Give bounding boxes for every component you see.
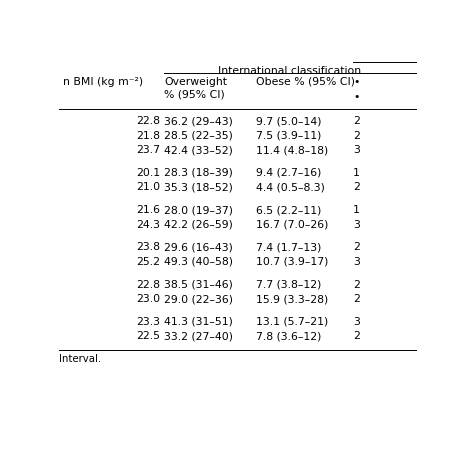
Text: 23.7: 23.7: [136, 145, 160, 155]
Text: 35.3 (18–52): 35.3 (18–52): [164, 182, 233, 192]
Text: 2: 2: [353, 182, 360, 192]
Text: 2: 2: [353, 331, 360, 341]
Text: 28.5 (22–35): 28.5 (22–35): [164, 131, 233, 141]
Text: Interval.: Interval.: [59, 355, 101, 365]
Text: 3: 3: [353, 219, 360, 230]
Text: 7.5 (3.9–11): 7.5 (3.9–11): [256, 131, 321, 141]
Text: International classification: International classification: [218, 66, 361, 76]
Text: 6.5 (2.2–11): 6.5 (2.2–11): [256, 205, 321, 215]
Text: 7.4 (1.7–13): 7.4 (1.7–13): [256, 242, 321, 252]
Text: 28.3 (18–39): 28.3 (18–39): [164, 168, 233, 178]
Text: 2: 2: [353, 294, 360, 304]
Text: 36.2 (29–43): 36.2 (29–43): [164, 116, 233, 126]
Text: 25.2: 25.2: [136, 257, 160, 267]
Text: 21.0: 21.0: [136, 182, 160, 192]
Text: 3: 3: [353, 145, 360, 155]
Text: 21.6: 21.6: [136, 205, 160, 215]
Text: 2: 2: [353, 242, 360, 252]
Text: Overweight
% (95% CI): Overweight % (95% CI): [164, 77, 227, 100]
Text: 2: 2: [353, 116, 360, 126]
Text: 22.5: 22.5: [136, 331, 160, 341]
Text: 38.5 (31–46): 38.5 (31–46): [164, 280, 233, 290]
Text: 42.4 (33–52): 42.4 (33–52): [164, 145, 233, 155]
Text: 13.1 (5.7–21): 13.1 (5.7–21): [256, 317, 328, 327]
Text: 42.2 (26–59): 42.2 (26–59): [164, 219, 233, 230]
Text: 10.7 (3.9–17): 10.7 (3.9–17): [256, 257, 328, 267]
Text: 23.0: 23.0: [136, 294, 160, 304]
Text: 29.0 (22–36): 29.0 (22–36): [164, 294, 233, 304]
Text: Obese % (95% CI): Obese % (95% CI): [256, 77, 355, 87]
Text: 20.1: 20.1: [136, 168, 160, 178]
Text: 2: 2: [353, 131, 360, 141]
Text: 28.0 (19–37): 28.0 (19–37): [164, 205, 233, 215]
Text: 29.6 (16–43): 29.6 (16–43): [164, 242, 233, 252]
Text: 1: 1: [353, 168, 360, 178]
Text: 22.8: 22.8: [136, 116, 160, 126]
Text: •: •: [353, 92, 359, 102]
Text: 1: 1: [353, 205, 360, 215]
Text: 23.8: 23.8: [136, 242, 160, 252]
Text: •: •: [353, 77, 359, 87]
Text: 33.2 (27–40): 33.2 (27–40): [164, 331, 233, 341]
Text: 16.7 (7.0–26): 16.7 (7.0–26): [256, 219, 328, 230]
Text: 24.3: 24.3: [136, 219, 160, 230]
Text: 9.7 (5.0–14): 9.7 (5.0–14): [256, 116, 321, 126]
Text: 41.3 (31–51): 41.3 (31–51): [164, 317, 233, 327]
Text: 49.3 (40–58): 49.3 (40–58): [164, 257, 233, 267]
Text: 21.8: 21.8: [136, 131, 160, 141]
Text: 9.4 (2.7–16): 9.4 (2.7–16): [256, 168, 321, 178]
Text: 11.4 (4.8–18): 11.4 (4.8–18): [256, 145, 328, 155]
Text: 7.8 (3.6–12): 7.8 (3.6–12): [256, 331, 321, 341]
Text: 3: 3: [353, 257, 360, 267]
Text: n BMI (kg m⁻²): n BMI (kg m⁻²): [63, 77, 143, 87]
Text: 15.9 (3.3–28): 15.9 (3.3–28): [256, 294, 328, 304]
Text: 7.7 (3.8–12): 7.7 (3.8–12): [256, 280, 321, 290]
Text: 23.3: 23.3: [136, 317, 160, 327]
Text: 2: 2: [353, 280, 360, 290]
Text: 4.4 (0.5–8.3): 4.4 (0.5–8.3): [256, 182, 325, 192]
Text: 3: 3: [353, 317, 360, 327]
Text: 22.8: 22.8: [136, 280, 160, 290]
